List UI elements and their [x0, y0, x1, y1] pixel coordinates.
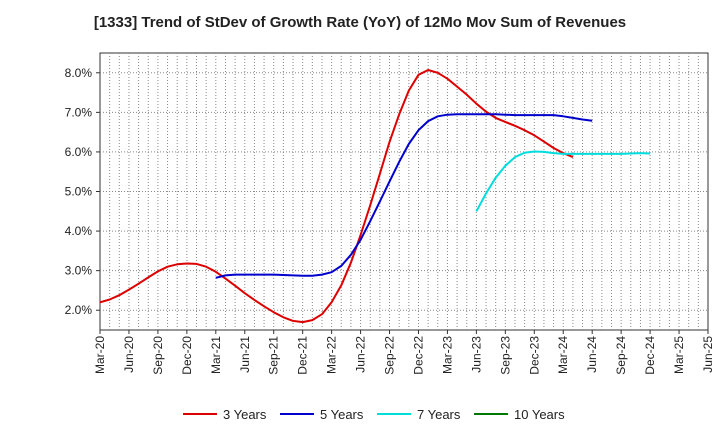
y-tick-label: 7.0% — [65, 105, 93, 119]
x-tick-label: Sep-22 — [383, 336, 397, 375]
y-tick-label: 8.0% — [65, 66, 93, 80]
legend: 3 Years 5 Years 7 Years 10 Years — [183, 407, 565, 422]
x-tick-label: Dec-21 — [296, 336, 310, 375]
x-tick-label: Dec-23 — [527, 336, 541, 375]
x-tick-label: Sep-21 — [267, 336, 281, 375]
x-tick-label: Dec-24 — [643, 336, 657, 375]
y-axis-ticks: 2.0% 3.0% 4.0% 5.0% 6.0% 7.0% 8.0% — [65, 66, 100, 317]
x-tick-label: Mar-21 — [209, 336, 223, 374]
x-tick-label: Mar-24 — [556, 336, 570, 374]
x-tick-label: Jun-25 — [701, 336, 715, 373]
y-tick-label: 3.0% — [65, 264, 93, 278]
legend-label-5-years: 5 Years — [320, 407, 364, 422]
x-tick-label: Mar-22 — [325, 336, 339, 374]
x-tick-label: Jun-23 — [469, 336, 483, 373]
y-tick-label: 6.0% — [65, 145, 93, 159]
x-tick-label: Sep-24 — [614, 336, 628, 375]
x-tick-label: Jun-24 — [585, 336, 599, 373]
legend-label-10-years: 10 Years — [514, 407, 565, 422]
series-lines — [99, 69, 651, 324]
y-tick-label: 4.0% — [65, 224, 93, 238]
chart-title: [1333] Trend of StDev of Growth Rate (Yo… — [93, 14, 627, 31]
series-line-5-years — [215, 113, 593, 279]
y-tick-label: 5.0% — [65, 185, 93, 199]
x-axis-ticks: Mar-20 Jun-20 Sep-20 Dec-20 Mar-21 Jun-21 Sep-… — [93, 330, 715, 375]
x-tick-label: Sep-23 — [498, 336, 512, 375]
legend-label-7-years: 7 Years — [417, 407, 461, 422]
y-tick-label: 2.0% — [65, 303, 93, 317]
x-tick-label: Jun-20 — [122, 336, 136, 373]
grid-lines — [100, 53, 708, 330]
x-tick-label: Jun-22 — [354, 336, 368, 373]
x-tick-label: Dec-22 — [411, 336, 425, 375]
x-tick-label: Dec-20 — [180, 336, 194, 375]
legend-label-3-years: 3 Years — [223, 407, 267, 422]
x-tick-label: Sep-20 — [151, 336, 165, 375]
x-tick-label: Jun-21 — [238, 336, 252, 373]
series-line-3-years — [99, 69, 574, 324]
x-tick-label: Mar-25 — [672, 336, 686, 374]
x-tick-label: Mar-20 — [93, 336, 107, 374]
x-tick-label: Mar-23 — [440, 336, 454, 374]
series-line-7-years — [475, 150, 651, 212]
